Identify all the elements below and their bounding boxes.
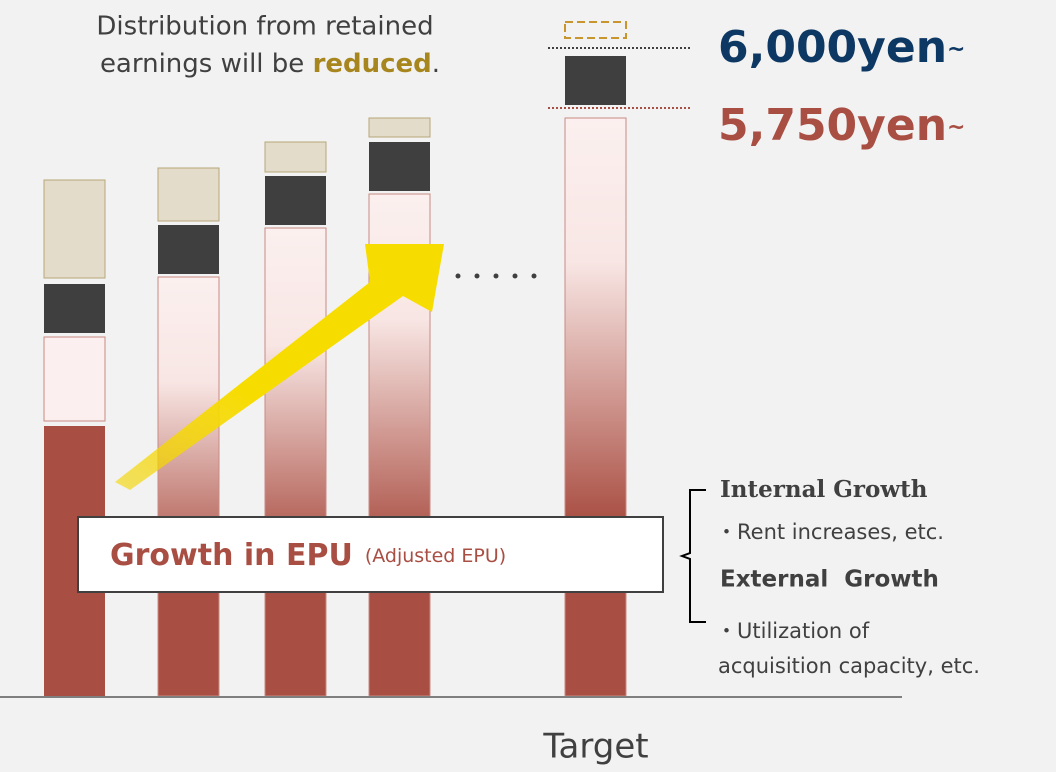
target-low: 5,750yen~	[718, 100, 965, 151]
bar-segment	[369, 142, 430, 191]
note-line: Distribution from retained	[96, 12, 433, 42]
ellipsis	[455, 273, 537, 279]
bar-segment	[264, 227, 327, 697]
bar-segment	[264, 141, 327, 173]
target-high: 6,000yen~	[718, 22, 965, 73]
note-text: .	[432, 49, 440, 79]
bar-segment	[157, 276, 220, 697]
note-line: earnings will be reduced.	[100, 49, 440, 79]
driver-item: acquisition capacity, etc.	[718, 654, 980, 678]
bar-segment	[564, 21, 627, 39]
brace	[679, 489, 706, 623]
bar-segment	[158, 225, 219, 274]
driver-item: ・Rent increases, etc.	[716, 520, 944, 544]
bar-segment	[44, 284, 105, 333]
bar-segment	[565, 56, 626, 105]
growth-arrow	[115, 244, 444, 490]
bar-segment	[43, 336, 106, 422]
label-sub: (Adjusted EPU)	[365, 545, 506, 567]
target-suffix: ~	[947, 115, 965, 140]
label-text: Growth in EPU (Adjusted EPU)	[110, 538, 506, 573]
driver-heading: External Growth	[720, 567, 939, 593]
bar-segment	[43, 179, 106, 279]
x-label: Target	[542, 727, 648, 767]
bar-segment	[157, 167, 220, 222]
bars	[43, 21, 627, 697]
bar-segment	[564, 117, 627, 697]
label-box	[77, 516, 664, 593]
driver-heading: Internal Growth	[720, 476, 928, 503]
label-main: Growth in EPU	[110, 538, 353, 573]
driver-item: ・Utilization of	[716, 619, 870, 643]
bar-segment	[265, 176, 326, 225]
bar-segment	[368, 117, 431, 138]
note-text: earnings will be	[100, 49, 313, 79]
target-amount: 6,000yen	[718, 22, 947, 73]
target-suffix: ~	[947, 37, 965, 62]
note-highlight: reduced	[313, 49, 432, 79]
target-amount: 5,750yen	[718, 100, 947, 151]
